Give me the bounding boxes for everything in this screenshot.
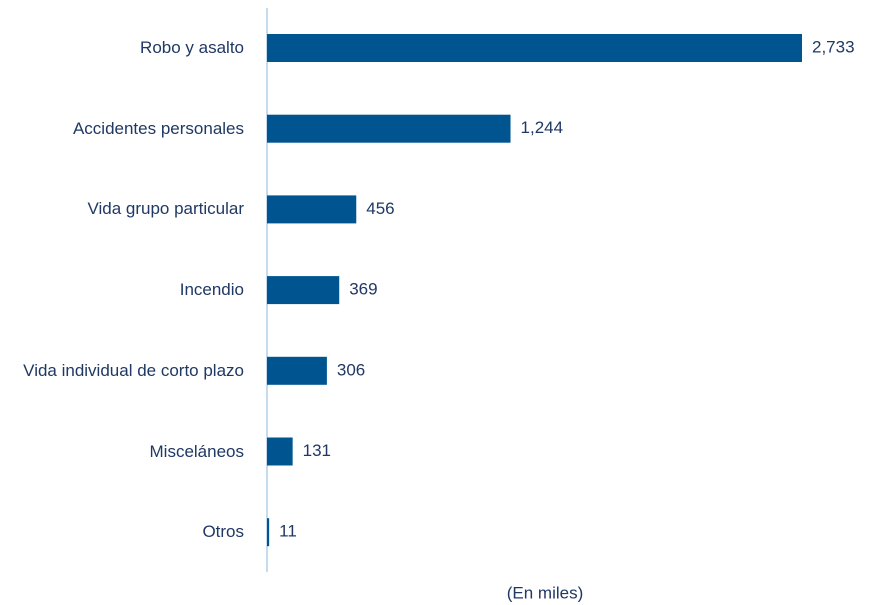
bar: [267, 195, 357, 224]
x-axis-label: (En miles): [507, 583, 584, 602]
value-label: 369: [349, 280, 377, 299]
category-label: Vida individual de corto plazo: [23, 360, 244, 380]
bar: [267, 276, 340, 305]
category-label: Vida grupo particular: [87, 199, 244, 219]
bar: [267, 114, 511, 143]
bar: [267, 356, 327, 385]
value-label: 306: [337, 360, 365, 379]
value-label: 11: [279, 522, 297, 541]
value-label: 2,733: [812, 37, 855, 56]
bar: [267, 437, 293, 466]
category-label: Robo y asalto: [140, 38, 244, 57]
value-label: 131: [303, 441, 331, 460]
bar: [267, 34, 802, 62]
category-label: Accidentes personales: [72, 118, 244, 138]
category-label: Otros: [202, 522, 244, 542]
category-label: Misceláneos: [149, 441, 245, 461]
value-label: 456: [366, 199, 394, 218]
bar: [267, 518, 270, 547]
value-label: 1,244: [521, 118, 564, 137]
category-label: Incendio: [179, 280, 244, 300]
